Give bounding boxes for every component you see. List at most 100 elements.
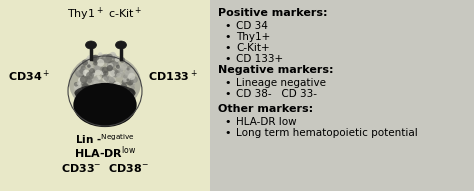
Circle shape [118,89,124,94]
Circle shape [127,68,135,75]
Text: CD 38-   CD 33-: CD 38- CD 33- [236,89,317,99]
Circle shape [74,83,82,90]
Text: •: • [224,89,230,99]
Circle shape [83,87,89,93]
Circle shape [123,63,127,67]
Circle shape [119,88,123,91]
Circle shape [83,70,90,76]
Circle shape [106,54,113,61]
Circle shape [87,64,91,68]
Circle shape [113,70,120,77]
Circle shape [124,86,128,90]
Circle shape [104,82,108,86]
Circle shape [76,70,84,78]
Circle shape [108,63,113,68]
Circle shape [100,83,106,88]
Circle shape [107,78,114,85]
Text: HLA-DR$^{\mathrm{low}}$: HLA-DR$^{\mathrm{low}}$ [74,145,136,161]
Circle shape [76,84,80,89]
Circle shape [109,93,117,100]
Circle shape [89,96,95,102]
Circle shape [99,91,106,99]
Circle shape [104,86,109,91]
Text: •: • [224,78,230,88]
Circle shape [123,74,128,79]
Circle shape [87,55,93,62]
Circle shape [75,92,82,98]
Circle shape [120,83,127,90]
Circle shape [129,69,135,74]
Circle shape [116,83,121,88]
Circle shape [104,57,110,63]
Circle shape [86,64,91,68]
Circle shape [78,92,82,96]
Circle shape [75,69,82,76]
Circle shape [109,52,116,59]
Text: Other markers:: Other markers: [218,104,313,114]
Circle shape [108,97,115,104]
Circle shape [79,80,83,84]
Circle shape [98,97,103,103]
Circle shape [102,82,107,86]
Circle shape [91,77,99,84]
Circle shape [123,75,130,82]
Circle shape [95,84,100,89]
Circle shape [101,54,109,62]
Circle shape [93,80,99,86]
Circle shape [118,67,123,73]
Circle shape [114,90,120,96]
Circle shape [73,84,81,92]
Circle shape [102,74,107,79]
Circle shape [100,57,105,63]
Circle shape [86,72,94,79]
Circle shape [120,72,126,78]
Circle shape [121,90,125,94]
Circle shape [110,88,118,96]
Circle shape [108,76,116,83]
Circle shape [95,60,98,63]
Circle shape [109,91,114,96]
Circle shape [125,69,132,77]
Circle shape [95,94,100,100]
Circle shape [118,67,122,71]
Text: CD33$^{-}$  CD38$^{-}$: CD33$^{-}$ CD38$^{-}$ [61,162,149,174]
Ellipse shape [116,41,127,49]
Circle shape [79,71,86,79]
Text: CD133$^+$: CD133$^+$ [148,68,198,84]
Circle shape [87,78,92,83]
Circle shape [94,65,101,72]
Circle shape [120,57,125,63]
Circle shape [100,70,105,75]
Circle shape [105,92,113,100]
Circle shape [109,92,115,99]
Circle shape [106,95,111,100]
Circle shape [115,57,119,62]
Circle shape [115,62,119,67]
Circle shape [82,83,89,91]
Circle shape [118,68,122,73]
Circle shape [109,79,116,85]
Circle shape [102,77,107,82]
Circle shape [105,77,108,81]
Circle shape [82,60,88,66]
Circle shape [89,81,96,87]
Circle shape [85,88,90,94]
Circle shape [112,56,116,59]
Circle shape [100,70,106,76]
Circle shape [121,84,127,91]
Circle shape [111,54,117,60]
Circle shape [98,93,105,101]
Circle shape [85,96,88,99]
Circle shape [102,67,109,73]
Circle shape [109,62,116,68]
Circle shape [93,61,98,66]
Circle shape [91,56,98,62]
Circle shape [103,54,109,60]
Circle shape [102,72,109,78]
Circle shape [100,84,109,91]
Text: CD 133+: CD 133+ [236,54,283,64]
Circle shape [113,82,121,89]
Circle shape [77,69,82,75]
Circle shape [89,88,95,95]
Circle shape [108,95,114,101]
